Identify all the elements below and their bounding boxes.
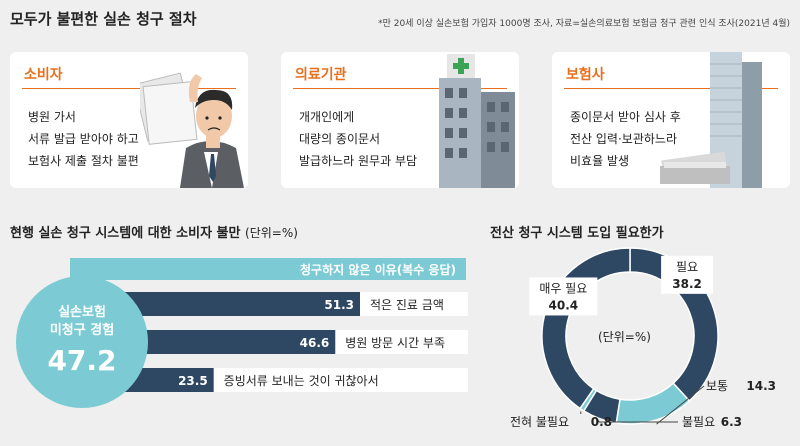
slice-value-label: 6.3 (721, 415, 742, 429)
card-description: 병원 가서 서류 발급 받아야 하고 보험사 제출 절차 불편 (28, 106, 139, 172)
bar-value-label: 23.5 (178, 374, 208, 388)
card-line: 개개인에게 (299, 110, 355, 124)
bar-header-ribbon (70, 258, 466, 280)
frustrated-person-illustration (140, 72, 244, 188)
need-donut-chart: 필요 38.2 매우 필요 40.4 보통 14.3 불필요 6.3 전혀 불필요 0.8 (단위… (480, 236, 800, 446)
card-line: 병원 가서 (28, 110, 76, 124)
card-title: 소비자 (24, 67, 63, 83)
donut-unit-label: (단위=%) (598, 330, 651, 344)
bar-chart-title: 현행 실손 청구 시스템에 대한 소비자 불만 (단위=%) (10, 222, 298, 241)
page-title: 모두가 불편한 실손 청구 절차 (10, 10, 197, 28)
summary-label: 실손보험 (58, 304, 106, 320)
card-divider (293, 88, 507, 89)
slice-value-label: 38.2 (672, 277, 702, 291)
slice-label: 보통 (706, 379, 728, 393)
card-consumer: 소비자 병원 가서 서류 발급 받아야 하고 보험사 제출 절차 불편 (10, 52, 248, 188)
card-divider (22, 88, 236, 89)
card-line: 대량의 종이문서 (299, 132, 381, 146)
card-title: 보험사 (566, 67, 605, 83)
donut-chart-svg: 필요 38.2 매우 필요 40.4 보통 14.3 불필요 6.3 전혀 불필요 0.8 (510, 247, 776, 429)
card-line: 서류 발급 받아야 하고 (28, 132, 139, 146)
complaint-bar-chart: 청구하지 않은 이유(복수 응답) 51.3 적은 진료 금액 46.6 병원 방문 시… (10, 256, 480, 426)
bar-category-label: 병원 방문 시간 부족 (345, 336, 445, 350)
card-line: 보험사 제출 절차 불편 (28, 154, 139, 168)
slice-label: 필요 (676, 260, 698, 274)
bar-value-label: 51.3 (324, 298, 354, 312)
card-divider (564, 88, 778, 89)
card-line: 비효율 발생 (570, 154, 630, 168)
slice-label: 불필요 (682, 415, 715, 429)
slice-label: 전혀 불필요 (510, 415, 569, 429)
card-line: 발급하느라 원무과 부담 (299, 154, 418, 168)
slice-value-label: 0.8 (591, 415, 612, 429)
bar-header-label: 청구하지 않은 이유(복수 응답) (300, 262, 456, 277)
chart-unit-label: (단위=%) (245, 226, 298, 240)
summary-value: 47.2 (47, 344, 116, 377)
card-description: 개개인에게 대량의 종이문서 발급하느라 원무과 부담 (299, 106, 417, 172)
hospital-building-icon (439, 54, 515, 188)
donut-chart-title: 전산 청구 시스템 도입 필요한가 (490, 226, 664, 241)
bar-category-label: 적은 진료 금액 (370, 298, 444, 312)
card-insurer: 보험사 종이문서 받아 심사 후 전산 입력·보관하느라 비효율 발생 (552, 52, 790, 188)
card-line: 전산 입력·보관하느라 (570, 132, 677, 146)
leader-line (656, 385, 705, 425)
summary-label: 미청구 경험 (50, 322, 114, 338)
bar-category-label: 증빙서류 보내는 것이 귀찮아서 (224, 374, 379, 388)
slice-value-label: 40.4 (549, 298, 579, 312)
bar-chart-svg: 청구하지 않은 이유(복수 응답) 51.3 적은 진료 금액 46.6 병원 방문 시… (16, 258, 468, 408)
chart-title-text: 현행 실손 청구 시스템에 대한 소비자 불만 (10, 226, 241, 241)
label-box (529, 277, 598, 316)
card-title: 의료기관 (295, 67, 347, 83)
slice-label: 매우 필요 (539, 281, 587, 295)
office-tower-icon (660, 52, 762, 188)
slice-value-label: 14.3 (746, 379, 776, 393)
donut-slice (615, 382, 691, 425)
card-medical-institution: 의료기관 개개인에게 대량의 종이문서 발급하느라 원무과 부담 (281, 52, 519, 188)
card-description: 종이문서 받아 심사 후 전산 입력·보관하느라 비효율 발생 (570, 106, 681, 172)
label-box (661, 255, 714, 294)
card-line: 종이문서 받아 심사 후 (570, 110, 681, 124)
bar-value-label: 46.6 (300, 336, 330, 350)
source-note: *만 20세 이상 실손보험 가입자 1000명 조사, 자료=실손의료보험 보… (378, 19, 790, 29)
summary-circle (16, 276, 148, 408)
